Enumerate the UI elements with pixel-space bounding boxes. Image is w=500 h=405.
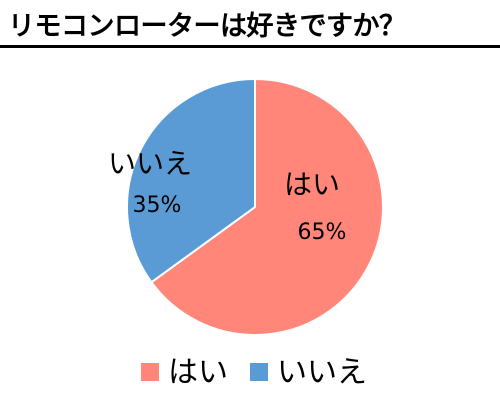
legend-swatch-iie [250, 363, 268, 381]
legend-swatch-hai [141, 363, 159, 381]
pie-slices [126, 77, 384, 336]
title-underline [0, 45, 500, 48]
legend-label-hai: はい [168, 355, 228, 390]
slice-value-iie: 35% [133, 193, 182, 218]
legend-label-iie: いいえ [277, 355, 367, 390]
slice-label-iie: いいえ [108, 147, 192, 180]
pie-slice-iie [126, 77, 256, 284]
slice-labels: はい 65% いいえ 35% [108, 147, 346, 245]
slice-label-hai: はい [284, 168, 340, 201]
legend: はい いいえ [141, 355, 367, 390]
pie-slice-hai [150, 77, 384, 336]
chart-title: リモコンローターは好きですか？ [8, 11, 406, 42]
slice-value-hai: 65% [298, 220, 347, 245]
